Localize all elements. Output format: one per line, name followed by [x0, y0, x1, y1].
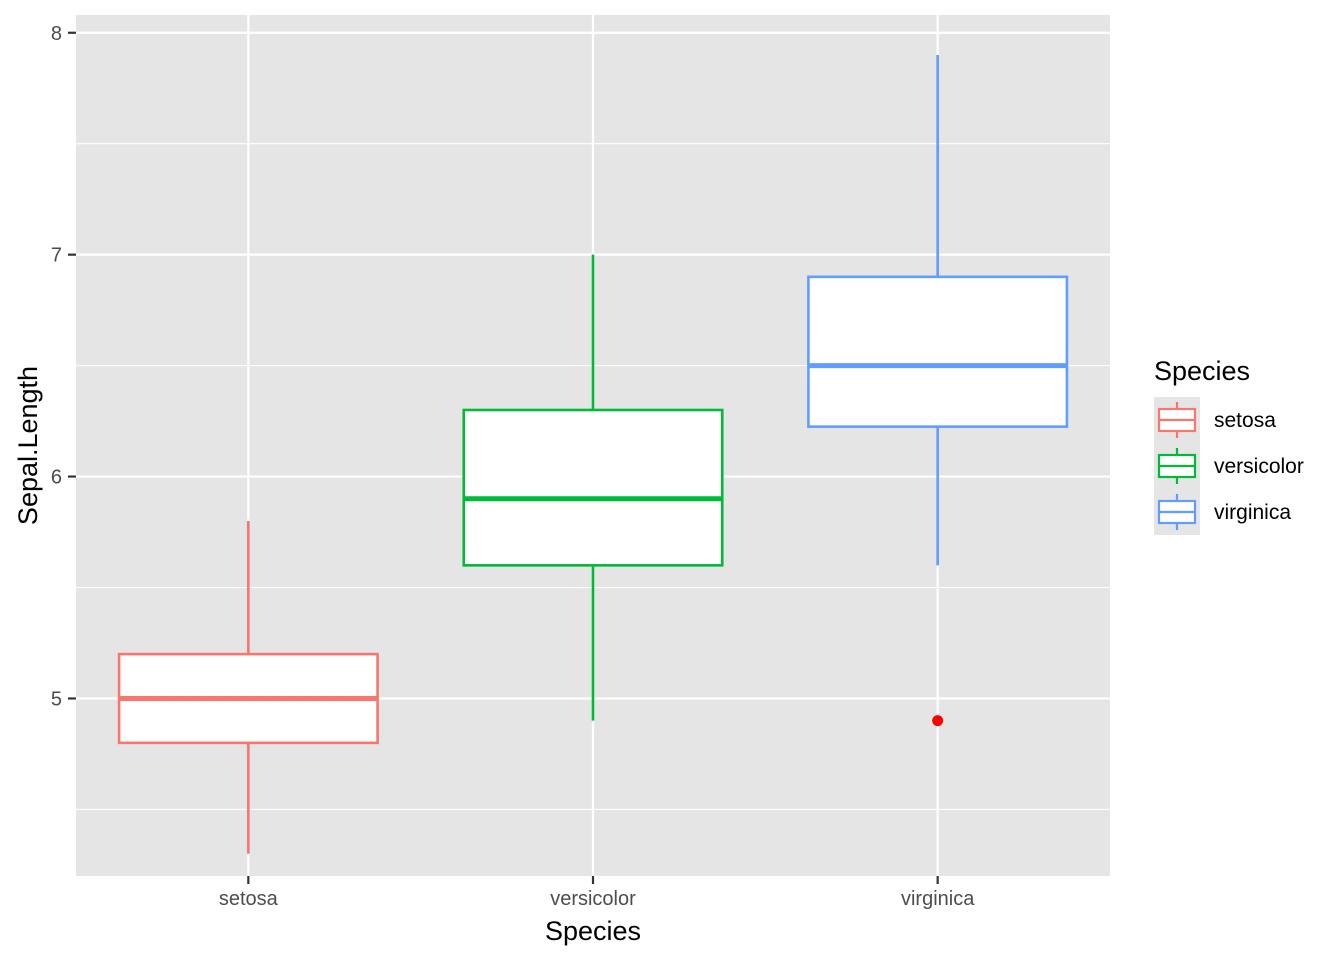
iqr-box — [807, 275, 1069, 428]
y-tick-label: 5 — [51, 688, 62, 710]
legend-keys: setosa versicolor virginica — [1154, 397, 1304, 535]
y-tick-label: 6 — [51, 467, 62, 489]
y-axis: 5 6 7 8 — [51, 23, 76, 710]
legend-label: virginica — [1214, 501, 1291, 524]
x-axis: setosa versicolor virginica — [219, 876, 975, 910]
y-tick-label: 8 — [51, 23, 62, 45]
box-virginica — [807, 54, 1069, 727]
legend-item-versicolor: versicolor — [1154, 443, 1304, 489]
legend-label: setosa — [1214, 409, 1276, 432]
iqr-box — [462, 408, 724, 567]
box-versicolor — [462, 254, 724, 721]
y-axis-title: Sepal.Length — [13, 366, 43, 525]
outlier-point — [932, 715, 944, 727]
x-tick-label: setosa — [219, 888, 279, 910]
y-tick-label: 7 — [51, 245, 62, 267]
x-tick-label: virginica — [901, 888, 975, 910]
legend-item-setosa: setosa — [1154, 397, 1276, 443]
legend-item-virginica: virginica — [1154, 489, 1291, 535]
legend-label: versicolor — [1214, 455, 1304, 478]
x-tick-label: versicolor — [550, 888, 636, 910]
legend-title: Species — [1154, 356, 1250, 386]
legend: Species setosa versicolor virginica — [1154, 356, 1304, 535]
boxes-layer — [117, 54, 1069, 854]
x-axis-title: Species — [545, 916, 641, 946]
box-setosa — [117, 520, 379, 854]
